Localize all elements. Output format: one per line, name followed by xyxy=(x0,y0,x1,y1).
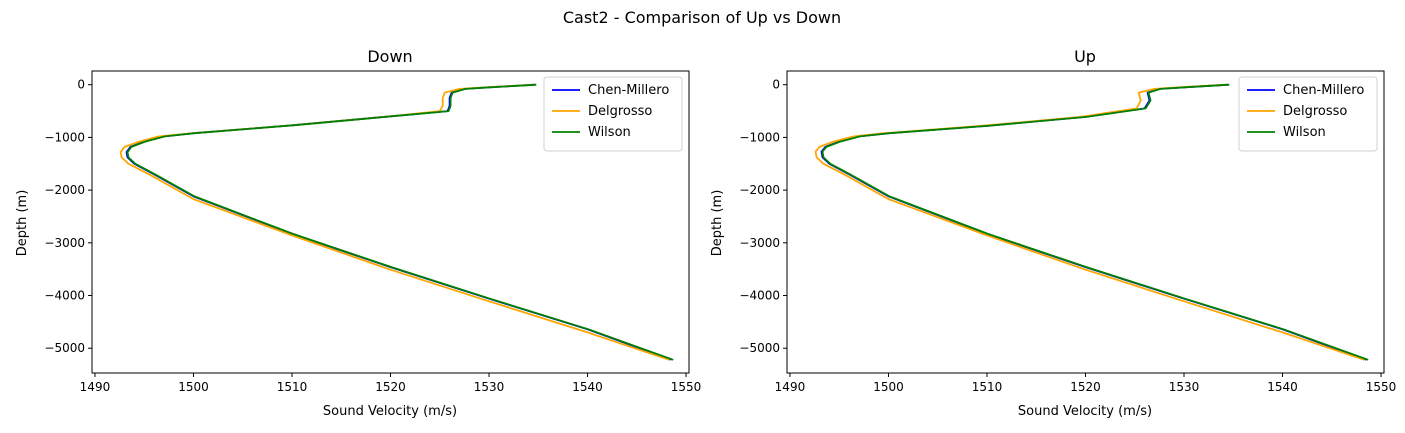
y-tick-label: −4000 xyxy=(739,289,780,303)
x-tick-label: 1550 xyxy=(671,380,702,394)
x-tick-label: 1520 xyxy=(375,380,406,394)
x-tick-label: 1530 xyxy=(1169,380,1200,394)
legend-label: Wilson xyxy=(588,125,631,140)
y-tick-label: −2000 xyxy=(44,183,85,197)
figure-suptitle: Cast2 - Comparison of Up vs Down xyxy=(563,8,841,27)
x-tick-label: 1520 xyxy=(1070,380,1101,394)
y-tick-label: −3000 xyxy=(44,236,85,250)
x-tick-label: 1500 xyxy=(178,380,209,394)
subplot-title: Up xyxy=(1074,47,1096,66)
legend: Chen-Millero Delgrosso Wilson xyxy=(543,76,683,152)
y-tick-label: −2000 xyxy=(739,183,780,197)
legend: Chen-Millero Delgrosso Wilson xyxy=(1238,76,1378,152)
legend-label: Chen-Millero xyxy=(1283,83,1364,98)
plot-area-up: 1490 1500 1510 1520 1530 1540 1550 0 −1000 −2000 −… xyxy=(739,70,1397,394)
x-tick-label: 1490 xyxy=(775,380,806,394)
series-line-wilson xyxy=(821,83,1369,361)
y-axis-label: Depth (m) xyxy=(15,190,30,257)
legend-label: Chen-Millero xyxy=(588,83,669,98)
legend-label: Wilson xyxy=(1283,125,1326,140)
y-tick-label: 0 xyxy=(772,78,780,92)
y-tick-label: −1000 xyxy=(739,130,780,144)
x-tick-label: 1540 xyxy=(572,380,603,394)
y-tick-label: 0 xyxy=(77,78,85,92)
subplot-down: Down 1490 1500 1510 1520 1530 1540 1550 0 −1000 −… xyxy=(15,47,701,419)
x-axis-label: Sound Velocity (m/s) xyxy=(1018,404,1152,419)
y-axis-label: Depth (m) xyxy=(710,190,725,257)
legend-label: Delgrosso xyxy=(1283,104,1347,119)
subplot-title: Down xyxy=(367,47,412,66)
x-tick-label: 1510 xyxy=(972,380,1003,394)
y-tick-label: −4000 xyxy=(44,289,85,303)
subplot-up: Up 1490 1500 1510 1520 1530 1540 1550 0 −1000 −20… xyxy=(710,47,1396,419)
y-tick-label: −3000 xyxy=(739,236,780,250)
series-line-delgrosso xyxy=(814,83,1365,361)
legend-label: Delgrosso xyxy=(588,104,652,119)
y-tick-label: −5000 xyxy=(739,341,780,355)
series-line-delgrosso xyxy=(119,83,670,361)
y-tick-label: −1000 xyxy=(44,130,85,144)
x-tick-label: 1530 xyxy=(474,380,505,394)
plot-area-down: 1490 1500 1510 1520 1530 1540 1550 0 −1000 −2000 −… xyxy=(44,70,702,394)
x-tick-label: 1490 xyxy=(80,380,111,394)
x-tick-label: 1510 xyxy=(277,380,308,394)
x-tick-label: 1540 xyxy=(1267,380,1298,394)
series-line-wilson xyxy=(126,83,674,361)
x-axis-label: Sound Velocity (m/s) xyxy=(323,404,457,419)
x-tick-label: 1500 xyxy=(873,380,904,394)
x-tick-label: 1550 xyxy=(1366,380,1397,394)
y-tick-label: −5000 xyxy=(44,341,85,355)
